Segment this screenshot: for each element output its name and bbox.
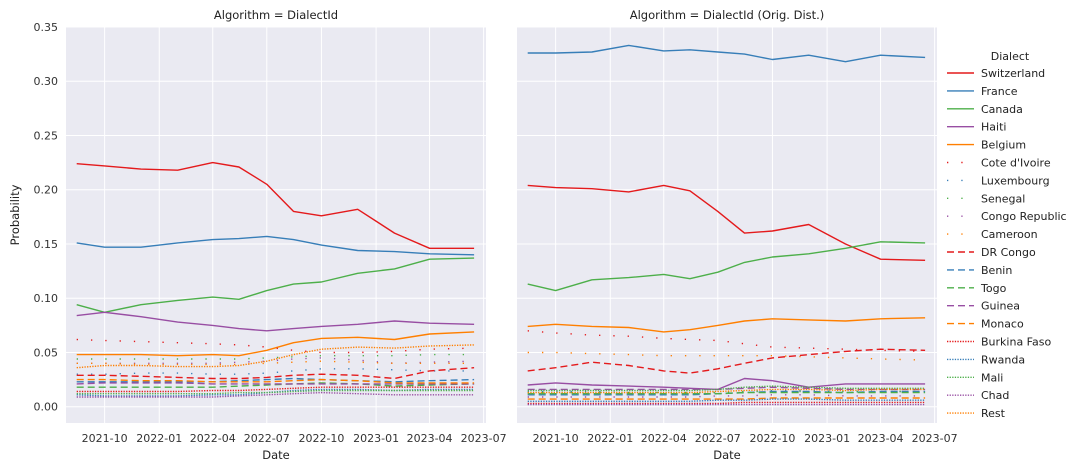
legend-label-rest: Rest: [981, 407, 1006, 420]
y-tick-label: 0.20: [34, 184, 59, 197]
x-tick-label: 2023-07: [461, 432, 507, 445]
legend-label-haiti: Haiti: [981, 121, 1006, 134]
series-line-togo: [527, 391, 926, 395]
legend-label-togo: Togo: [980, 282, 1007, 295]
x-tick-label: 2022-10: [749, 432, 795, 445]
legend-label-senegal: Senegal: [981, 192, 1025, 205]
series-line-burkina-faso: [527, 401, 926, 405]
y-tick-label: 0.30: [34, 75, 59, 88]
series-line-benin: [76, 377, 475, 383]
series-line-france: [76, 235, 475, 256]
series-line-mali: [527, 385, 926, 392]
legend-label-france: France: [981, 85, 1018, 98]
y-tick-label: 0.25: [34, 129, 59, 142]
panel-dialectid: 0.00 0.05 0.10 0.15 0.20 0.25 0.30 0.35 2021-10 2…: [34, 8, 507, 462]
plot-background: [517, 27, 937, 423]
series-line-monaco: [76, 378, 475, 384]
x-tick-label: 2022-07: [695, 432, 741, 445]
x-tick-label: 2023-04: [407, 432, 453, 445]
legend: Dialect Switzerland France Canada Haiti Belgi…: [947, 50, 1067, 420]
series-line-canada: [527, 241, 926, 292]
x-tick-label: 2022-04: [641, 432, 687, 445]
series-line-canada: [76, 257, 475, 313]
series-line-mali: [76, 389, 475, 395]
series-line-chad: [76, 391, 475, 398]
legend-label-rwanda: Rwanda: [981, 353, 1025, 366]
legend-label-congo-republic: Congo Republic: [981, 210, 1067, 223]
panel-title: Algorithm = DialectId (Orig. Dist.): [630, 8, 825, 22]
x-tick-label: 2022-04: [190, 432, 236, 445]
legend-label-monaco: Monaco: [981, 318, 1024, 331]
x-tick-label: 2021-10: [82, 432, 128, 445]
legend-label-mali: Mali: [981, 371, 1003, 384]
series-line-haiti: [76, 311, 475, 332]
x-tick-label: 2023-07: [912, 432, 958, 445]
y-tick-label: 0.10: [34, 292, 59, 305]
y-tick-label: 0.05: [34, 346, 59, 359]
y-tick-label: 0.15: [34, 238, 59, 251]
panel-title: Algorithm = DialectId: [214, 8, 338, 22]
x-axis-label: Date: [713, 448, 741, 462]
y-tick-label: 0.35: [34, 21, 59, 34]
x-axis-label: Date: [262, 448, 290, 462]
series-line-rest: [527, 388, 926, 394]
series-line-togo: [76, 382, 475, 388]
x-tick-label: 2021-10: [533, 432, 579, 445]
series-line-dr-congo: [527, 348, 926, 374]
x-tick-label: 2022-01: [136, 432, 182, 445]
legend-title: Dialect: [991, 50, 1030, 63]
x-tick-label: 2022-07: [244, 432, 290, 445]
legend-label-chad: Chad: [981, 389, 1009, 402]
x-tick-label: 2023-01: [353, 432, 399, 445]
series-line-france: [527, 44, 926, 63]
series-line-guinea: [76, 382, 475, 385]
series-line-switzerland: [527, 184, 926, 261]
legend-label-belgium: Belgium: [981, 139, 1026, 152]
y-axis-label: Probability: [8, 184, 22, 245]
plot-background: [66, 27, 486, 423]
legend-label-cote-d-ivoire: Cote d'Ivoire: [981, 157, 1051, 170]
series-line-burkina-faso: [76, 386, 475, 393]
y-tick-label: 0.00: [34, 401, 59, 414]
series-line-dr-congo: [76, 367, 475, 380]
series-line-rest: [76, 344, 475, 369]
series-line-belgium: [76, 331, 475, 357]
legend-label-dr-congo: DR Congo: [981, 246, 1036, 259]
x-tick-label: 2023-04: [858, 432, 904, 445]
x-tick-label: 2023-01: [804, 432, 850, 445]
x-tick-label: 2022-01: [587, 432, 633, 445]
series-line-monaco: [527, 397, 926, 400]
series-line-switzerland: [76, 161, 475, 250]
legend-label-cameroon: Cameroon: [981, 228, 1038, 241]
series-line-belgium: [527, 317, 926, 333]
series-line-rwanda: [527, 398, 926, 402]
legend-label-canada: Canada: [981, 103, 1023, 116]
legend-label-guinea: Guinea: [981, 300, 1020, 313]
legend-label-luxembourg: Luxembourg: [981, 174, 1050, 187]
legend-label-burkina-faso: Burkina Faso: [981, 336, 1051, 349]
panel-dialectid-orig-dist: 2021-10 2022-01 2022-04 2022-07 2022-10 2023-…: [517, 8, 958, 462]
x-tick-label: 2022-10: [298, 432, 344, 445]
legend-label-switzerland: Switzerland: [981, 67, 1045, 80]
legend-label-benin: Benin: [981, 264, 1012, 277]
